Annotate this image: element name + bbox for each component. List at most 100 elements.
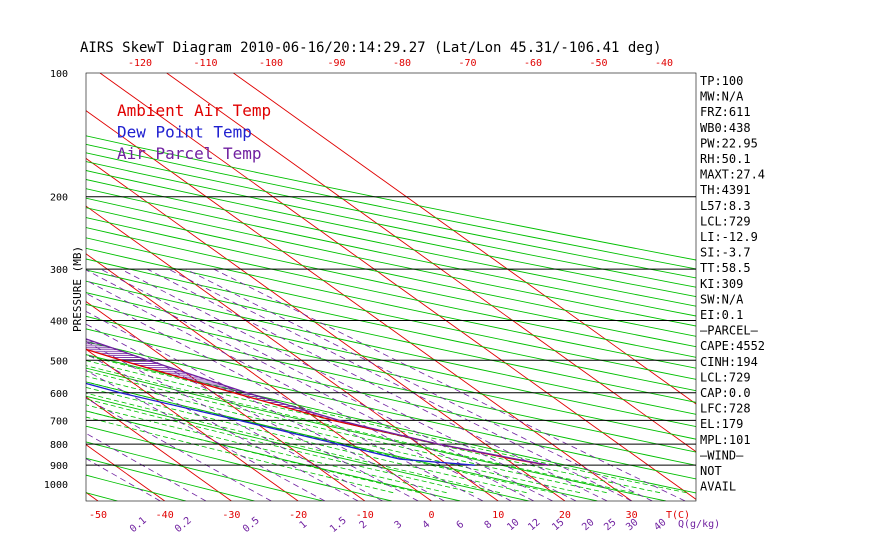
moist-adiabat-line	[86, 398, 474, 494]
top-temp-tick: -40	[655, 58, 673, 69]
pressure-tick-label: 200	[50, 193, 68, 204]
index-entry: EI:0.1	[700, 308, 743, 322]
index-entry: CAP:0.0	[700, 386, 751, 400]
moist-adiabat-line	[86, 360, 661, 494]
top-temp-tick: -120	[128, 58, 152, 69]
legend-entry: Ambient Air Temp	[117, 101, 271, 120]
dry-adiabat-line	[86, 457, 255, 501]
dry-adiabat-line	[86, 492, 118, 501]
pressure-tick-labels: 100 200 300 400 500 600 700 800 900 1000	[44, 69, 68, 491]
mixing-ratio-label: 3	[393, 519, 405, 531]
mixing-ratio-label: 10	[505, 517, 521, 533]
index-entry: MAXT:27.4	[700, 168, 765, 182]
isotherm-line	[86, 157, 566, 501]
index-entry: —PARCEL—	[700, 324, 759, 338]
bottom-temp-tick: -40	[156, 510, 174, 521]
dry-adiabat-line	[86, 197, 696, 327]
isotherm-line	[86, 348, 299, 501]
index-entry: SW:N/A	[700, 292, 744, 306]
y-axis-label: PRESSURE (MB)	[71, 246, 84, 332]
mixing-ratio-label: 1	[298, 519, 310, 531]
index-entry: WB0:438	[700, 121, 751, 135]
index-entry: MPL:101	[700, 433, 751, 447]
mixing-ratio-line	[100, 268, 553, 501]
index-entry: L57:8.3	[700, 199, 751, 213]
moist-adiabat-line	[86, 404, 447, 494]
bottom-temp-tick: -10	[356, 510, 374, 521]
pressure-tick-label: 300	[50, 265, 68, 276]
bottom-temp-tick: 20	[559, 510, 571, 521]
moist-adiabat-line	[86, 365, 634, 494]
dry-adiabat-line	[86, 152, 696, 279]
pressure-tick-label: 800	[50, 440, 68, 451]
mixing-ratio-label: 20	[580, 517, 596, 533]
mixing-ratio-label: 8	[483, 519, 495, 531]
dry-adiabat-line	[86, 135, 696, 261]
dry-adiabat-line	[86, 425, 392, 501]
index-entry: —WIND—	[700, 448, 744, 462]
bottom-temp-tick: 0	[428, 510, 434, 521]
moist-adiabat-line	[86, 370, 607, 494]
index-entry: CAPE:4552	[700, 339, 765, 353]
index-entry: TP:100	[700, 74, 743, 88]
index-entry: PW:22.95	[700, 136, 758, 150]
mixing-ratio-label: 0.1	[128, 515, 149, 535]
mixing-ratio-line	[120, 268, 577, 501]
mixing-ratio-label: 4	[421, 519, 433, 531]
top-temp-tick: -70	[458, 58, 476, 69]
dry-adiabat-line	[86, 395, 529, 501]
bottom-temp-tick: -50	[89, 510, 107, 521]
index-entry: EL:179	[700, 417, 743, 431]
index-entry: CINH:194	[700, 355, 758, 369]
index-entry: LCL:729	[700, 370, 751, 384]
top-temp-tick: -60	[524, 58, 542, 69]
moist-adiabat-line	[86, 381, 554, 494]
dry-adiabat-line	[86, 161, 696, 288]
isotherm-line	[86, 205, 499, 501]
isotherm-lines	[86, 73, 696, 501]
sounding-series	[86, 338, 549, 466]
isotherm-line	[233, 73, 696, 405]
bottom-temp-tick: 30	[626, 510, 638, 521]
index-entry: NOT	[700, 464, 722, 478]
dry-adiabat-line	[86, 188, 696, 317]
mixing-ratio-line	[86, 279, 512, 501]
mixing-ratio-line	[86, 432, 207, 501]
plot-frame	[85, 72, 697, 502]
isotherm-line	[86, 301, 366, 501]
pressure-tick-label: 700	[50, 416, 68, 427]
moist-adiabat-line	[86, 355, 687, 494]
mixing-ratio-line	[168, 268, 632, 501]
mixing-ratio-label: 6	[455, 519, 467, 531]
legend-entry: Dew Point Temp	[117, 123, 252, 142]
mixing-ratio-labels: 0.1 0.2 0.5 1 1.5 2 3 4 6 8 10 12 15 20 25 30 40 Q(g/kg)	[128, 515, 720, 535]
moist-adiabat-lines	[86, 355, 687, 494]
bottom-temp-tick: 10	[492, 510, 504, 521]
mixing-ratio-label: 0.2	[173, 515, 194, 535]
mixing-ratio-label: 1.5	[328, 515, 349, 535]
mixing-ratio-label: Q(g/kg)	[678, 519, 720, 530]
isotherm-line	[86, 396, 232, 501]
top-temp-tick: -80	[393, 58, 411, 69]
legend-entry: Air Parcel Temp	[117, 144, 262, 163]
top-temp-tick: -90	[327, 58, 345, 69]
index-entry: LCL:729	[700, 214, 751, 228]
mixing-ratio-label: 25	[602, 517, 618, 533]
pressure-tick-label: 400	[50, 316, 68, 327]
pressure-tick-label: 100	[50, 69, 68, 80]
series-line	[86, 338, 549, 466]
moist-adiabat-line	[86, 392, 500, 494]
top-temp-tick: -110	[193, 58, 217, 69]
index-entry: TT:58.5	[700, 261, 751, 275]
index-entry: LI:-12.9	[700, 230, 758, 244]
dry-adiabat-line	[86, 381, 598, 501]
mixing-ratio-label: 12	[526, 517, 542, 533]
legend: Ambient Air Temp Dew Point Temp Air Parcel…	[117, 101, 271, 163]
isotherm-line	[86, 110, 632, 501]
dry-adiabat-line	[86, 179, 696, 307]
index-entry: AVAIL	[700, 480, 736, 494]
index-entry: FRZ:611	[700, 105, 751, 119]
dry-adiabat-line	[86, 237, 696, 369]
